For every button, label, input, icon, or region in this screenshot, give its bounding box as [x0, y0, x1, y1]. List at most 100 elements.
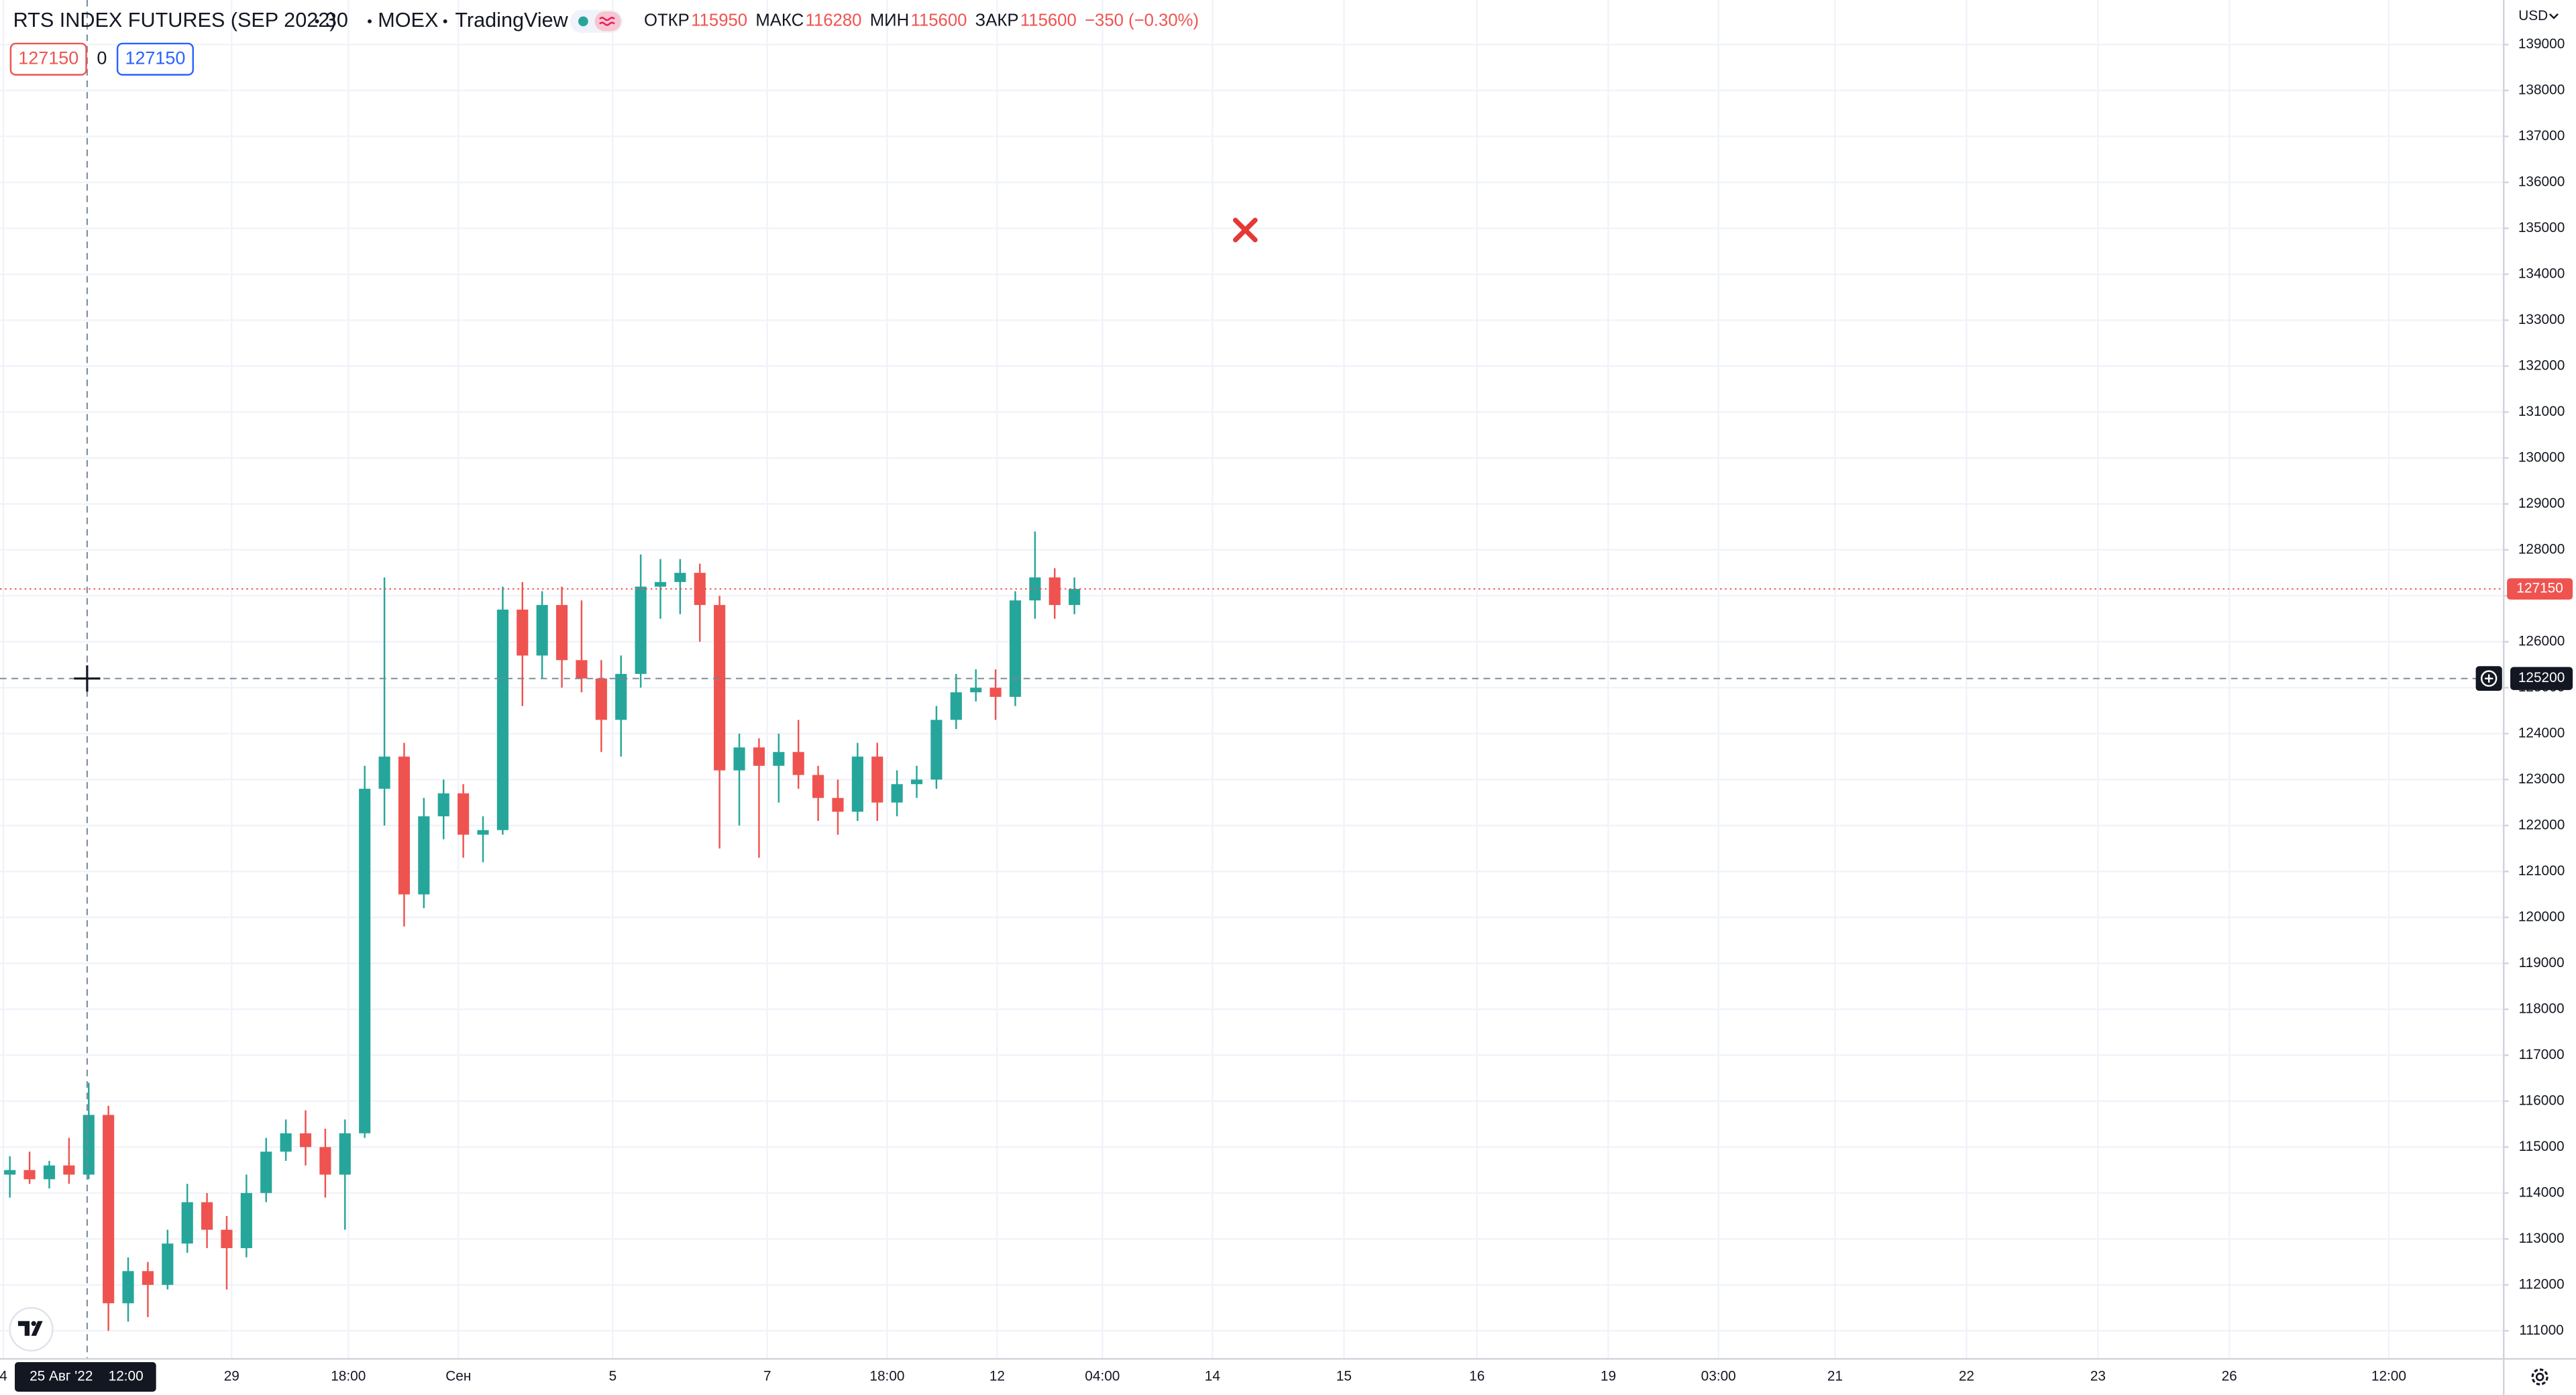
- add-alert-button[interactable]: [2475, 666, 2502, 691]
- interval: 30: [325, 9, 348, 32]
- candle-body: [339, 1133, 351, 1175]
- y-tick-label: 120000: [2518, 909, 2565, 924]
- candle-body: [555, 605, 568, 661]
- crosshair-date-label: 25 Авг '22: [30, 1369, 93, 1384]
- candle-body: [1009, 600, 1022, 698]
- candle-body: [221, 1229, 233, 1249]
- candle-body: [615, 673, 627, 720]
- tradingview-logo[interactable]: [9, 1306, 54, 1352]
- ohlc-label: МИН: [870, 11, 909, 30]
- y-tick-label: 116000: [2519, 1093, 2565, 1108]
- cross-marker[interactable]: [1232, 217, 1258, 243]
- candle-body: [4, 1170, 16, 1175]
- x-tick-label: 26: [2222, 1369, 2237, 1384]
- x-tick-label: 22: [1959, 1369, 1974, 1384]
- candle-body: [654, 581, 667, 587]
- candle-body: [496, 609, 508, 830]
- candle-body: [812, 775, 824, 798]
- y-tick-label: 128000: [2518, 541, 2565, 557]
- y-tick-label: 133000: [2518, 312, 2565, 327]
- candle-body: [418, 816, 430, 895]
- candle-body: [792, 752, 804, 775]
- candle-body: [142, 1271, 154, 1285]
- candle-body: [23, 1170, 36, 1180]
- separator: [368, 19, 372, 23]
- candle-body: [714, 605, 726, 771]
- ohlc-label: ОТКР: [644, 11, 690, 30]
- x-tick-label: 18:00: [869, 1369, 904, 1384]
- candle-body: [1049, 577, 1061, 606]
- y-tick-label: 136000: [2518, 174, 2565, 189]
- source: TradingView: [455, 9, 568, 32]
- candle-body: [437, 793, 449, 817]
- y-tick-label: 122000: [2518, 817, 2565, 832]
- y-tick-label: 132000: [2518, 357, 2565, 373]
- add-alert-plus: [2485, 674, 2493, 683]
- candle-body: [733, 747, 745, 771]
- x-tick-label: 23: [2090, 1369, 2106, 1384]
- candle-body: [201, 1202, 213, 1230]
- y-tick-label: 112000: [2519, 1276, 2565, 1292]
- candle-body: [517, 609, 529, 656]
- candle-body: [181, 1202, 193, 1244]
- currency-dropdown: [2548, 13, 2559, 19]
- y-tick-label: 139000: [2518, 36, 2565, 52]
- candle-body: [930, 720, 943, 780]
- ohlc-values: ОТКР 115950 МАКС 116280 МИН 115600 ЗАКР 115600−…: [644, 11, 1199, 30]
- candle-body: [910, 779, 923, 785]
- y-tick-label: 135000: [2518, 220, 2565, 235]
- x-tick-label: 16: [1469, 1369, 1485, 1384]
- candle-body: [260, 1152, 272, 1193]
- exchange: MOEX: [378, 9, 438, 32]
- plot: [0, 0, 2504, 1359]
- buy-button[interactable]: [116, 42, 194, 76]
- y-tick-label: 130000: [2518, 449, 2565, 465]
- sell-button[interactable]: [9, 42, 87, 76]
- grid: [0, 0, 2504, 1359]
- currency[interactable]: USD: [2518, 8, 2548, 23]
- candle-body: [359, 789, 371, 1133]
- candle-body: [1069, 589, 1081, 606]
- candle-body: [458, 793, 470, 835]
- candle-body: [753, 747, 765, 766]
- y-tick-label: 113000: [2519, 1231, 2565, 1246]
- separator: [315, 19, 319, 23]
- market-status: [578, 16, 588, 27]
- candle-body: [536, 605, 548, 656]
- y-tick-label: 117000: [2519, 1047, 2565, 1062]
- x-tick-label: 14: [1205, 1369, 1220, 1384]
- settings-button[interactable]: [2531, 1368, 2548, 1386]
- y-tick-label: 124000: [2518, 725, 2565, 740]
- y-tick-label: 131000: [2518, 404, 2565, 419]
- ohlc-value: 116280: [806, 11, 862, 30]
- x-tick-label: 21: [1827, 1369, 1843, 1384]
- last-price-tag: [2507, 578, 2573, 600]
- x-tick-label: 12:00: [2371, 1369, 2406, 1384]
- add-alert-icon: [2480, 670, 2498, 687]
- x-tick-label: 4: [0, 1369, 7, 1384]
- candle-body: [773, 752, 785, 766]
- change: −350 (−0.30%): [1085, 11, 1199, 30]
- candle-body: [851, 757, 863, 812]
- symbol: RTS INDEX FUTURES (SEP 2022): [13, 9, 337, 32]
- candle-body: [43, 1165, 56, 1180]
- y-tick-label: 121000: [2518, 863, 2565, 879]
- crosshair-time-label: 12:00: [109, 1369, 144, 1384]
- y-tick-label: 115000: [2519, 1139, 2565, 1154]
- candle-body: [299, 1133, 312, 1148]
- candle-body: [319, 1147, 331, 1175]
- y-tick-label: 119000: [2519, 955, 2565, 970]
- x-tick-label: 04:00: [1085, 1369, 1120, 1384]
- candle-body: [162, 1243, 174, 1285]
- candle-body: [83, 1115, 95, 1175]
- legend-header: RTS INDEX FUTURES (SEP 2022) 30 MOEX Tra…: [13, 9, 623, 33]
- x-tick-label: 29: [224, 1369, 239, 1384]
- x-tick-label: Сен: [445, 1369, 471, 1384]
- y-tick-label: 126000: [2518, 633, 2565, 649]
- x-tick-label: 15: [1336, 1369, 1352, 1384]
- candle-body: [871, 757, 883, 803]
- data-status[interactable]: [594, 11, 621, 32]
- ohlc-value: 115950: [691, 11, 747, 30]
